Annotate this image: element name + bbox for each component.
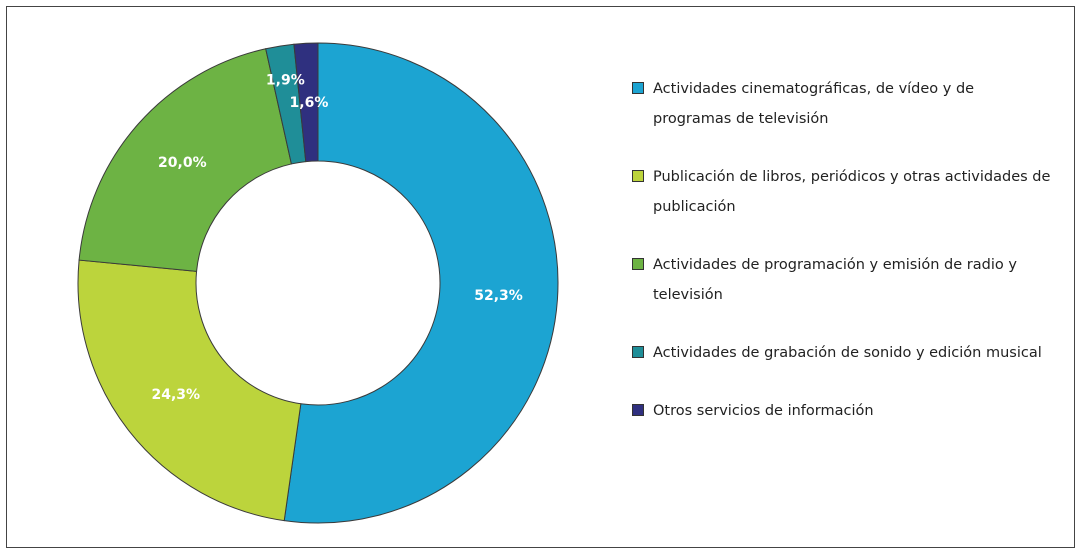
donut-slice — [78, 48, 293, 272]
data-label: 20,0% — [158, 155, 207, 171]
donut-slice — [77, 259, 302, 522]
data-label: 52,3% — [474, 288, 523, 304]
legend-swatch — [632, 346, 644, 358]
data-label: 1,9% — [266, 73, 305, 89]
legend: Actividades cinematográficas, de vídeo y… — [632, 74, 1052, 454]
legend-item: Actividades cinematográficas, de vídeo y… — [632, 74, 1052, 134]
data-label: 1,6% — [290, 95, 329, 111]
legend-label: Actividades de programación y emisión de… — [653, 257, 1017, 303]
legend-label: Actividades cinematográficas, de vídeo y… — [653, 81, 975, 127]
legend-item: Actividades de programación y emisión de… — [632, 250, 1052, 310]
donut-slice — [283, 42, 559, 524]
legend-label: Otros servicios de información — [653, 403, 874, 419]
legend-label: Publicación de libros, periódicos y otra… — [653, 169, 1051, 215]
legend-item: Otros servicios de información — [632, 396, 1052, 426]
legend-item: Publicación de libros, periódicos y otra… — [632, 162, 1052, 222]
legend-item: Actividades de grabación de sonido y edi… — [632, 338, 1052, 368]
legend-swatch — [632, 82, 644, 94]
frame — [6, 6, 1075, 548]
legend-swatch — [632, 258, 644, 270]
legend-label: Actividades de grabación de sonido y edi… — [653, 345, 1042, 361]
donut-slice — [293, 42, 319, 163]
legend-swatch — [632, 170, 644, 182]
legend-swatch — [632, 404, 644, 416]
data-label: 24,3% — [151, 387, 200, 403]
